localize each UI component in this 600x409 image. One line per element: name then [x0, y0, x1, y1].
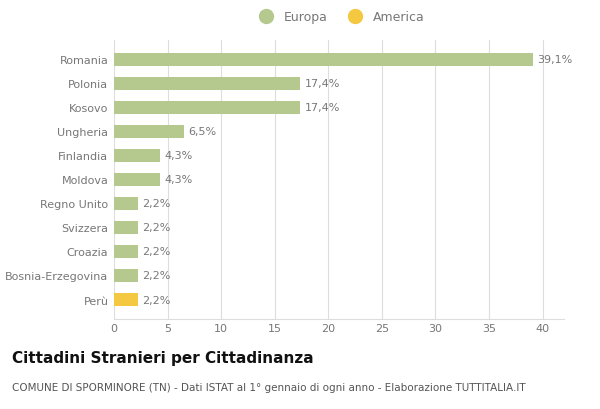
Text: 2,2%: 2,2%: [142, 199, 170, 209]
Bar: [114, 245, 137, 258]
Text: 2,2%: 2,2%: [142, 247, 170, 257]
Text: COMUNE DI SPORMINORE (TN) - Dati ISTAT al 1° gennaio di ogni anno - Elaborazione: COMUNE DI SPORMINORE (TN) - Dati ISTAT a…: [12, 382, 526, 392]
Text: Cittadini Stranieri per Cittadinanza: Cittadini Stranieri per Cittadinanza: [12, 350, 314, 365]
Bar: [114, 269, 137, 282]
Bar: [114, 293, 137, 306]
Text: 4,3%: 4,3%: [164, 151, 193, 161]
Bar: [114, 78, 301, 91]
Text: 17,4%: 17,4%: [305, 103, 340, 113]
Bar: [114, 173, 160, 187]
Bar: [114, 101, 301, 115]
Bar: [114, 197, 137, 211]
Bar: [114, 54, 533, 67]
Text: 4,3%: 4,3%: [164, 175, 193, 185]
Text: 6,5%: 6,5%: [188, 127, 216, 137]
Text: 2,2%: 2,2%: [142, 295, 170, 305]
Bar: [114, 126, 184, 139]
Legend: Europa, America: Europa, America: [248, 6, 430, 29]
Text: 17,4%: 17,4%: [305, 79, 340, 89]
Bar: [114, 149, 160, 163]
Text: 39,1%: 39,1%: [537, 55, 572, 65]
Text: 2,2%: 2,2%: [142, 223, 170, 233]
Bar: [114, 221, 137, 234]
Text: 2,2%: 2,2%: [142, 271, 170, 281]
